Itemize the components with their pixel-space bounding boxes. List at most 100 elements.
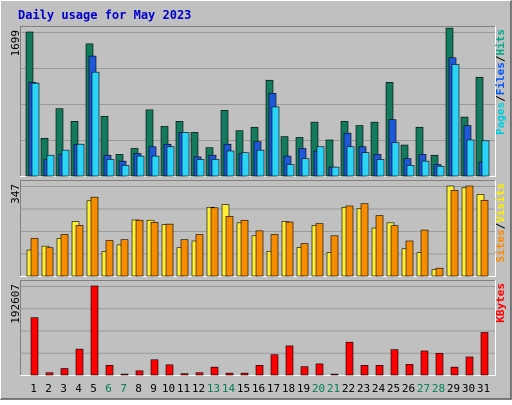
legend-sites-visits: Sites/Visits (494, 183, 507, 263)
bar-kbytes-day-8 (135, 370, 144, 376)
chart-title: Daily usage for May 2023 (18, 8, 191, 22)
bar-pages-day-9 (151, 155, 160, 177)
bar-kbytes-day-10 (165, 364, 174, 376)
x-axis-labels: 1 2 3 4 5 6 7 8 9 10 11 12 13 14 15 16 17 18 19 20 21 22 23 24 2… (30, 382, 490, 395)
x-tick-label-day-16: 16 (252, 382, 265, 395)
bar-pages-day-16 (256, 149, 265, 177)
bar-sites-day-21 (330, 235, 339, 277)
bar-sites-day-4 (75, 225, 84, 277)
x-tick-label-day-8: 8 (135, 382, 142, 395)
x-tick-label-day-4: 4 (75, 382, 82, 395)
legend-sites: Sites (494, 229, 507, 262)
bar-kbytes-day-16 (255, 364, 264, 376)
x-tick-label-day-1: 1 (30, 382, 37, 395)
bar-pages-day-21 (331, 166, 340, 177)
legend-hits: Hits (494, 29, 507, 56)
bar-kbytes-day-9 (150, 359, 159, 376)
bar-pages-day-2 (46, 154, 55, 177)
bar-sites-day-26 (405, 240, 414, 277)
bar-sites-day-3 (60, 234, 69, 277)
bar-pages-day-13 (211, 159, 220, 177)
bar-pages-day-20 (316, 146, 325, 177)
bar-kbytes-day-11 (180, 373, 189, 376)
y-axis-max-label: 347 (9, 184, 22, 204)
legend-kbytes: KBytes (494, 283, 507, 323)
bar-kbytes-day-18 (285, 345, 294, 376)
bar-kbytes-day-28 (435, 352, 444, 376)
x-tick-label-day-20: 20 (312, 382, 325, 395)
bar-pages-day-6 (106, 159, 115, 177)
bar-pages-day-31 (481, 140, 490, 177)
bar-kbytes-day-15 (240, 372, 249, 376)
x-tick-label-day-7: 7 (120, 382, 127, 395)
chart-panels: 1699Pages/Files/Hits347Sites/Visits19260… (9, 26, 507, 395)
x-tick-label-day-27: 27 (417, 382, 430, 395)
bar-sites-day-8 (135, 219, 144, 277)
bar-sites-day-25 (390, 225, 399, 277)
bar-sites-day-18 (285, 221, 294, 277)
x-tick-label-day-24: 24 (372, 382, 386, 395)
bar-pages-day-18 (286, 164, 295, 177)
bar-sites-day-28 (435, 267, 444, 277)
bar-pages-day-28 (436, 165, 445, 177)
bar-pages-day-4 (76, 143, 85, 177)
bar-sites-day-9 (150, 222, 159, 277)
panel-background (20, 280, 495, 375)
legend-files: Files (494, 62, 507, 95)
bar-kbytes-day-4 (75, 348, 84, 376)
bar-kbytes-day-24 (375, 364, 384, 376)
bar-kbytes-day-5 (90, 285, 99, 376)
bar-sites-day-10 (165, 223, 174, 277)
x-tick-label-day-25: 25 (387, 382, 400, 395)
x-tick-label-day-29: 29 (447, 382, 460, 395)
bar-pages-day-1 (31, 82, 40, 177)
bar-sites-day-6 (105, 240, 114, 277)
bar-sites-day-20 (315, 223, 324, 277)
bar-pages-day-23 (361, 152, 370, 177)
bar-kbytes-day-1 (30, 317, 39, 376)
x-tick-label-day-21: 21 (327, 382, 340, 395)
x-tick-label-day-23: 23 (357, 382, 370, 395)
bar-sites-day-16 (255, 230, 264, 277)
bar-sites-day-2 (45, 247, 54, 277)
bar-kbytes-day-14 (225, 372, 234, 376)
bar-sites-day-1 (30, 238, 39, 277)
bar-kbytes-day-13 (210, 366, 219, 376)
bar-kbytes-day-3 (60, 368, 69, 376)
bar-sites-day-30 (465, 185, 474, 277)
bar-pages-day-19 (301, 158, 310, 177)
bar-kbytes-day-19 (300, 366, 309, 376)
x-tick-label-day-19: 19 (297, 382, 310, 395)
y-axis-max-label: 1699 (9, 30, 22, 57)
x-tick-label-day-9: 9 (150, 382, 157, 395)
panel-sites-visits: 347 Sites/Visits (9, 180, 507, 277)
bar-pages-day-5 (91, 71, 100, 177)
x-tick-label-day-14: 14 (222, 382, 236, 395)
bar-kbytes-day-31 (480, 332, 489, 376)
bar-pages-day-22 (346, 146, 355, 177)
bar-kbytes-day-7 (120, 373, 129, 376)
panel-kbytes: 192607 KBytes (9, 280, 507, 376)
legend-separator: / (494, 222, 507, 229)
bar-sites-day-22 (345, 205, 354, 277)
x-tick-label-day-28: 28 (432, 382, 445, 395)
x-tick-label-day-22: 22 (342, 382, 355, 395)
bar-pages-day-24 (376, 159, 385, 177)
x-tick-label-day-5: 5 (90, 382, 97, 395)
bar-sites-day-24 (375, 215, 384, 277)
x-tick-label-day-12: 12 (192, 382, 205, 395)
bar-kbytes-day-27 (420, 350, 429, 376)
bar-pages-day-30 (466, 139, 475, 177)
bar-kbytes-day-26 (405, 364, 414, 376)
bar-kbytes-day-20 (315, 363, 324, 376)
bar-kbytes-day-25 (390, 349, 399, 376)
x-tick-label-day-3: 3 (60, 382, 67, 395)
x-tick-label-day-11: 11 (177, 382, 190, 395)
x-tick-label-day-2: 2 (45, 382, 52, 395)
bar-pages-day-10 (166, 146, 175, 177)
bar-pages-day-27 (421, 160, 430, 177)
bar-sites-day-13 (210, 207, 219, 277)
bar-pages-day-15 (241, 152, 250, 177)
